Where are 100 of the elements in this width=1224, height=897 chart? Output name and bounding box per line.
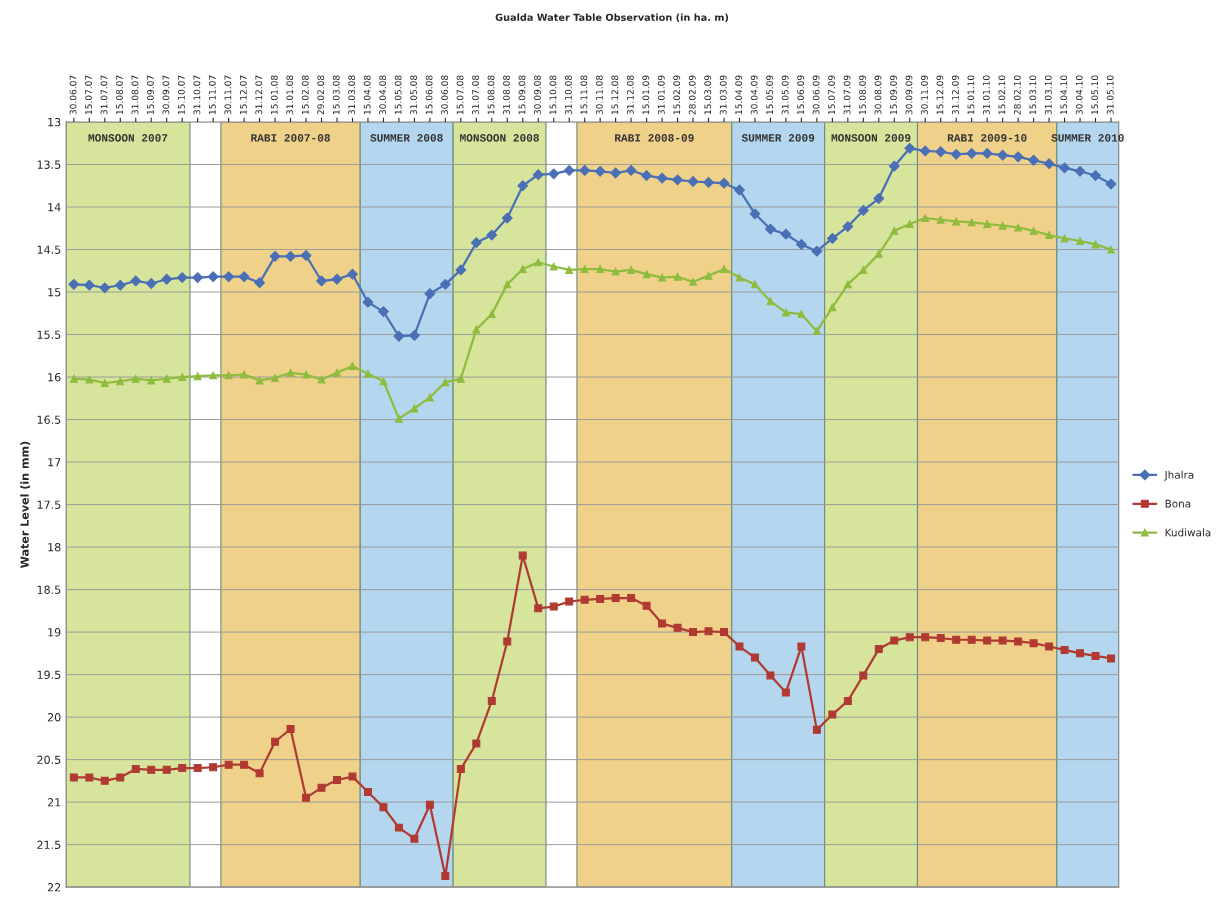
x-tick-label: 15.02.10 <box>998 75 1006 115</box>
x-tick-label: 15.01.10 <box>967 75 975 115</box>
x-tick-label: 15.05.10 <box>1091 75 1099 115</box>
x-tick-label: 30.06.08 <box>441 75 448 115</box>
band-label: RABI 2009-10 <box>947 134 1027 142</box>
y-tick-label: 21 <box>47 798 61 807</box>
x-tick-label: 15.02.08 <box>301 75 309 115</box>
x-tick-label: 15.08.07 <box>116 75 123 115</box>
x-tick-label: 15.01.08 <box>270 75 278 115</box>
y-tick-label: 21.5 <box>37 840 61 849</box>
x-tick-label: 15.02.09 <box>673 75 681 115</box>
x-tick-label: 31.07.07 <box>100 75 108 115</box>
x-tick-label: 29.02.08 <box>317 75 325 115</box>
y-tick-label: 15 <box>48 288 61 297</box>
chart-title: Gualda Water Table Observation (in ha. m) <box>495 13 729 23</box>
x-tick-label: 31.01.10 <box>982 75 990 115</box>
x-tick-label: 30.08.09 <box>874 75 882 115</box>
x-tick-label: 31.10.08 <box>564 75 572 115</box>
x-tick-label: 28.02.09 <box>688 75 696 115</box>
y-tick-label: 13.5 <box>37 160 61 169</box>
x-tick-label: 15.12.08 <box>611 75 619 115</box>
x-tick-label: 15.03.09 <box>704 75 712 115</box>
x-tick-label: 15.05.09 <box>766 75 774 115</box>
x-tick-label: 15.04.09 <box>735 75 743 115</box>
x-tick-label: 31.03.09 <box>719 75 727 115</box>
band-label: SUMMER 2008 <box>370 134 443 142</box>
x-tick-label: 15.11.07 <box>208 75 216 115</box>
x-tick-label: 30.11.09 <box>921 75 928 115</box>
x-tick-label: 31.08.07 <box>131 75 139 115</box>
x-tick-label: 30.11.08 <box>595 75 603 115</box>
y-tick-label: 17 <box>48 458 61 467</box>
x-tick-label: 15.09.09 <box>890 75 897 115</box>
x-tick-label: 30.04.09 <box>750 75 758 115</box>
x-tick-label: 15.04.08 <box>363 75 371 115</box>
legend-label: Jhalra <box>1164 470 1194 481</box>
y-tick-label: 14 <box>48 203 61 212</box>
x-tick-label: 31.01.08 <box>286 75 294 115</box>
x-tick-label: 31.12.09 <box>951 75 959 115</box>
x-tick-label: 30.11.07 <box>224 75 232 115</box>
x-tick-label: 30.09.09 <box>905 75 913 115</box>
x-tick-label: 31.07.09 <box>843 75 851 115</box>
x-tick-label: 30.04.08 <box>379 75 387 115</box>
y-tick-label: 20 <box>47 713 61 722</box>
x-tick-label: 15.07.08 <box>456 75 464 115</box>
band-label: RABI 2007-08 <box>251 134 330 142</box>
y-tick-label: 22 <box>47 883 61 892</box>
x-tick-label: 15.12.09 <box>936 75 944 115</box>
legend-label: Bona <box>1165 499 1191 508</box>
x-tick-label: 31.10.07 <box>193 75 201 115</box>
x-tick-label: 31.07.08 <box>472 75 479 115</box>
x-tick-label: 31.01.09 <box>657 75 665 115</box>
y-tick-label: 18.5 <box>37 585 61 594</box>
x-tick-label: 28.02.10 <box>1013 75 1021 115</box>
band-label: RABI 2008-09 <box>615 134 694 142</box>
x-tick-label: 31.12.08 <box>626 75 634 115</box>
y-tick-label: 13 <box>48 117 61 127</box>
x-tick-label: 15.01.09 <box>642 75 650 115</box>
x-tick-label: 31.03.08 <box>348 75 356 115</box>
band-label: MONSOON 2009 <box>831 134 911 142</box>
x-tick-label: 30.04.10 <box>1075 75 1083 115</box>
x-tick-label: 15.07.09 <box>828 75 835 115</box>
x-tick-label: 15.09.07 <box>147 75 154 115</box>
y-tick-label: 14.5 <box>37 245 61 254</box>
y-tick-label: 16 <box>48 373 61 382</box>
x-tick-label: 15.09.08 <box>518 75 526 115</box>
x-tick-label: 15.11.08 <box>580 75 588 115</box>
x-tick-label: 31.05.10 <box>1106 75 1114 115</box>
x-tick-label: 30.09.07 <box>162 75 170 115</box>
x-tick-label: 31.05.09 <box>781 75 789 115</box>
y-tick-label: 20.5 <box>37 755 61 764</box>
x-tick-label: 31.08.08 <box>503 75 510 115</box>
y-tick-label: 18 <box>48 543 61 552</box>
x-tick-label: 15.03.10 <box>1029 75 1037 115</box>
y-tick-label: 15.5 <box>37 330 61 339</box>
x-tick-label: 31.03.10 <box>1044 75 1052 115</box>
x-tick-label: 15.03.08 <box>332 75 340 115</box>
y-tick-label: 17.5 <box>37 500 61 509</box>
x-tick-label: 15.05.08 <box>394 75 402 115</box>
band-label: MONSOON 2008 <box>460 134 539 142</box>
y-tick-label: 19 <box>48 628 61 637</box>
y-tick-label: 19.5 <box>37 670 61 679</box>
x-tick-label: 31.12.07 <box>255 75 263 115</box>
legend-label: Kudiwala <box>1165 528 1211 537</box>
x-tick-label: 15.08.09 <box>859 75 866 115</box>
x-tick-label: 30.06.07 <box>69 75 77 115</box>
band-label: MONSOON 2007 <box>88 134 168 142</box>
x-tick-label: 15.06.08 <box>425 75 433 115</box>
x-tick-label: 30.06.09 <box>812 75 820 115</box>
x-tick-label: 15.06.09 <box>797 75 805 115</box>
band-label: SUMMER 2009 <box>741 134 815 142</box>
x-tick-label: 15.12.07 <box>239 75 247 115</box>
y-axis-title: Water Level (in mm) <box>20 441 31 568</box>
x-tick-label: 30.09.08 <box>534 75 541 115</box>
x-tick-label: 15.10.08 <box>549 75 557 115</box>
x-tick-label: 15.10.07 <box>177 75 185 115</box>
x-tick-label: 31.05.08 <box>410 75 418 115</box>
y-tick-label: 16.5 <box>37 415 61 424</box>
x-tick-label: 15.08.08 <box>487 75 495 115</box>
x-tick-label: 15.04.10 <box>1060 75 1068 115</box>
x-tick-label: 15.07.07 <box>85 75 92 115</box>
